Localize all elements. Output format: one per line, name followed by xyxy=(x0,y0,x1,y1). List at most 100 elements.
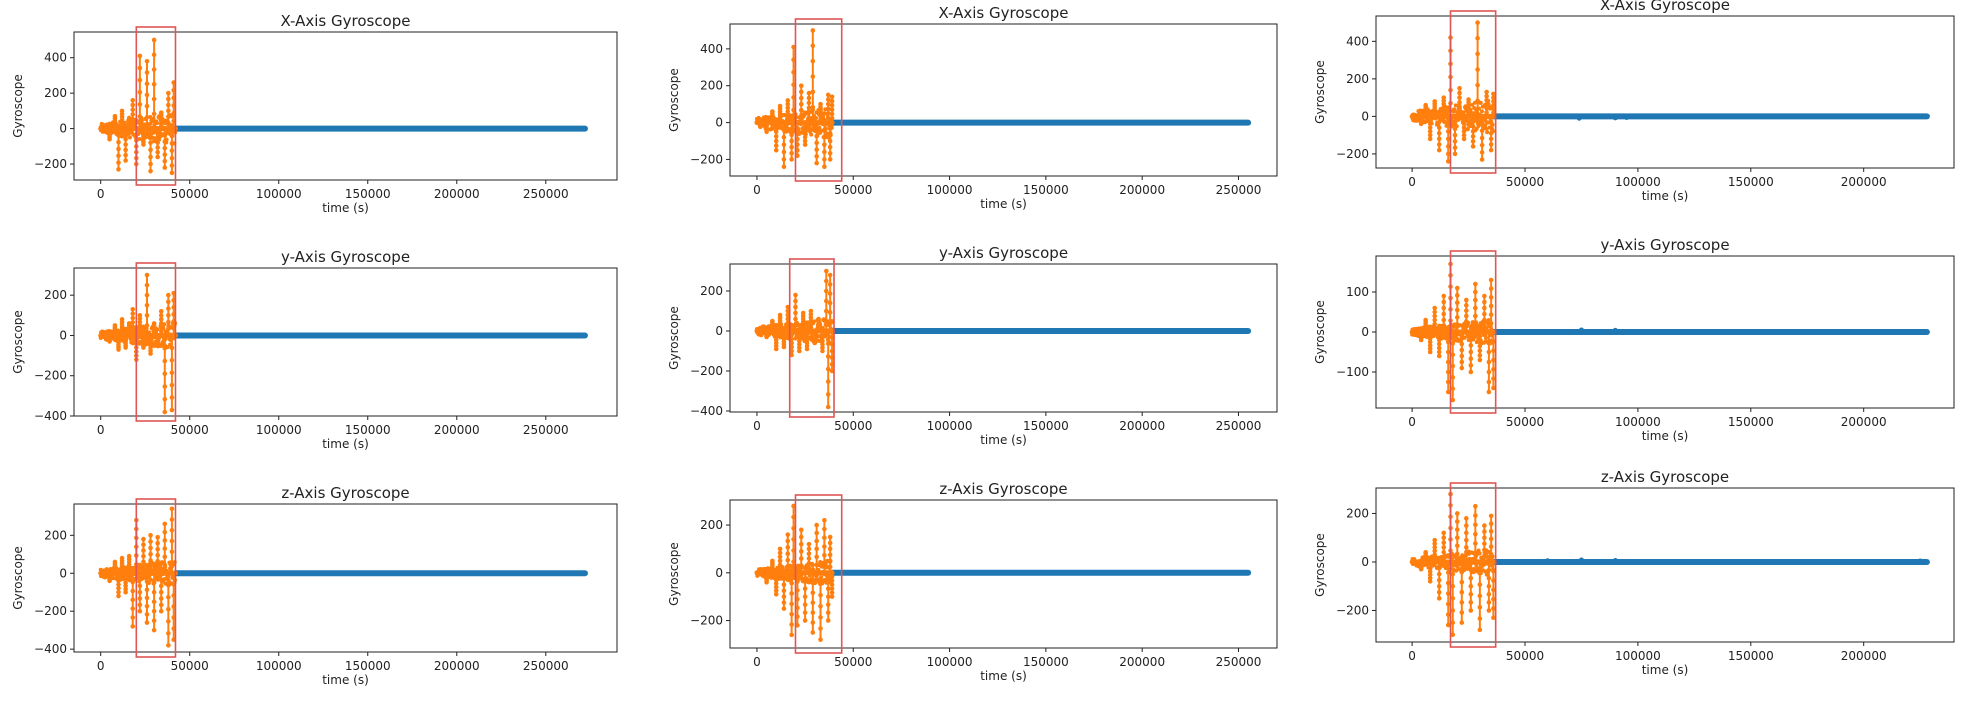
activity-point xyxy=(1479,121,1485,126)
activity-point xyxy=(137,316,143,321)
activity-point xyxy=(1454,568,1459,573)
activity-point xyxy=(781,582,787,588)
activity-point xyxy=(123,577,128,582)
activity-point xyxy=(825,578,831,584)
activity-point xyxy=(1453,103,1458,108)
activity-point xyxy=(1450,632,1456,638)
activity-point xyxy=(777,312,783,318)
activity-point xyxy=(169,357,175,363)
activity-point xyxy=(1488,142,1494,147)
chart-title: X-Axis Gyroscope xyxy=(938,4,1068,22)
activity-point xyxy=(144,323,150,328)
activity-point xyxy=(1477,348,1483,353)
activity-point xyxy=(1427,572,1433,578)
activity-point xyxy=(148,558,153,563)
activity-point xyxy=(1477,582,1483,587)
activity-point xyxy=(1445,601,1451,607)
activity-point xyxy=(158,317,164,322)
activity-point xyxy=(130,624,136,629)
activity-point xyxy=(1454,543,1460,549)
activity-point xyxy=(144,612,150,617)
activity-point xyxy=(116,153,121,159)
activity-point xyxy=(806,100,812,106)
activity-point xyxy=(829,574,835,580)
x-tick-label: 100000 xyxy=(927,655,973,669)
activity-point xyxy=(1464,523,1469,528)
activity-point xyxy=(829,98,835,104)
activity-point xyxy=(1441,530,1447,536)
activity-point xyxy=(166,102,171,108)
activity-point xyxy=(1452,132,1458,138)
activity-point xyxy=(123,131,128,137)
y-tick-label: 0 xyxy=(1361,325,1369,339)
activity-point xyxy=(1423,549,1428,555)
activity-point xyxy=(773,129,779,135)
y-axis-label: Gyroscope xyxy=(667,306,681,370)
activity-point xyxy=(1473,297,1478,303)
activity-point xyxy=(169,123,174,128)
activity-point xyxy=(1459,589,1465,595)
activity-point xyxy=(130,102,136,108)
activity-point xyxy=(116,574,121,580)
activity-point xyxy=(806,115,812,120)
activity-point xyxy=(777,550,783,556)
activity-point xyxy=(1482,529,1487,534)
x-tick-label: 100000 xyxy=(1615,649,1661,663)
activity-point xyxy=(1477,112,1482,117)
activity-point xyxy=(806,560,812,566)
activity-point xyxy=(1488,130,1494,136)
activity-point xyxy=(781,600,787,605)
activity-point xyxy=(785,538,791,544)
activity-point xyxy=(155,149,160,155)
activity-point xyxy=(1461,121,1467,127)
activity-point xyxy=(155,552,160,558)
activity-point xyxy=(1482,311,1487,317)
activity-point xyxy=(1468,567,1474,573)
activity-point xyxy=(1486,349,1492,355)
activity-point xyxy=(158,577,164,582)
activity-point xyxy=(1473,513,1478,518)
y-tick-label: 200 xyxy=(700,284,723,298)
activity-point xyxy=(123,580,128,586)
activity-point xyxy=(789,580,794,586)
activity-point xyxy=(1486,608,1492,613)
activity-series xyxy=(1409,261,1496,403)
activity-point xyxy=(1432,537,1438,543)
activity-point xyxy=(829,115,835,121)
activity-point xyxy=(827,540,833,546)
activity-point xyxy=(825,618,831,623)
x-tick-label: 200000 xyxy=(1841,175,1887,189)
activity-point xyxy=(169,395,175,400)
activity-point xyxy=(785,116,791,122)
activity-point xyxy=(151,111,157,117)
activity-point xyxy=(1477,604,1483,610)
activity-point xyxy=(773,143,779,148)
activity-point xyxy=(1459,600,1465,605)
activity-point xyxy=(1473,541,1478,546)
activity-point xyxy=(126,321,132,326)
activity-point xyxy=(797,342,802,347)
activity-point xyxy=(1436,577,1442,583)
activity-point xyxy=(1450,341,1456,346)
activity-point xyxy=(116,582,121,587)
activity-point xyxy=(130,328,136,334)
plot-frame xyxy=(73,31,618,181)
activity-point xyxy=(822,127,827,133)
baseline-point xyxy=(1576,115,1582,121)
x-tick-label: 50000 xyxy=(171,187,209,201)
activity-point xyxy=(148,539,153,544)
activity-point xyxy=(130,107,136,112)
activity-point xyxy=(824,278,829,284)
activity-point xyxy=(827,564,833,570)
activity-point xyxy=(1454,527,1460,532)
activity-point xyxy=(1427,125,1433,130)
activity-point xyxy=(166,306,171,311)
activity-point xyxy=(810,28,816,33)
activity-point xyxy=(1427,349,1433,355)
activity-point xyxy=(166,619,171,624)
activity-point xyxy=(162,145,168,151)
activity-point xyxy=(798,114,804,119)
activity-point xyxy=(814,115,819,120)
activity-point xyxy=(1491,376,1496,381)
activity-point xyxy=(789,126,794,132)
